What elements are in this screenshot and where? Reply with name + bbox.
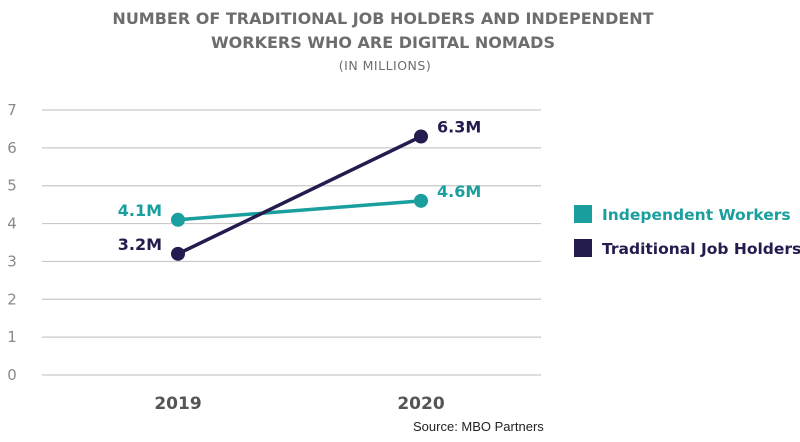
series-line-1 [176,134,423,256]
data-point [414,193,428,208]
y-tick-label: 0 [7,366,17,384]
data-point [171,246,185,261]
y-axis-ticks: 0 1 2 3 4 5 6 7 [7,101,17,384]
data-point [414,129,428,144]
data-label: 3.2M [118,235,162,254]
chart-subtitle: (IN MILLIONS) [339,58,431,73]
gridlines [42,109,541,376]
series-line-0 [176,199,423,222]
legend-label: Independent Workers [602,206,791,224]
data-label: 4.1M [118,201,162,220]
y-tick-label: 6 [7,139,17,157]
x-tick-label: 2019 [154,394,201,414]
y-tick-label: 2 [7,290,17,308]
legend-swatch [574,205,592,223]
legend: Independent Workers Traditional Job Holde… [574,205,800,258]
data-label: 4.6M [437,182,481,201]
data-point [171,212,185,227]
y-tick-label: 7 [7,101,17,119]
series-lines: 4.1M 4.6M 3.2M 6.3M [118,118,481,261]
legend-swatch [574,239,592,257]
legend-label: Traditional Job Holders [602,240,800,258]
chart-title-line-2: WORKERS WHO ARE DIGITAL NOMADS [211,33,555,52]
x-tick-label: 2020 [397,394,444,414]
data-label: 6.3M [437,118,481,137]
chart-title-line-1: NUMBER OF TRADITIONAL JOB HOLDERS AND IN… [112,9,653,28]
y-tick-label: 4 [7,215,17,233]
x-axis-ticks: 2019 2020 [154,394,444,414]
source-note: Source: MBO Partners [413,419,544,434]
y-tick-label: 5 [7,177,17,195]
y-tick-label: 1 [7,328,17,346]
y-tick-label: 3 [7,252,17,270]
